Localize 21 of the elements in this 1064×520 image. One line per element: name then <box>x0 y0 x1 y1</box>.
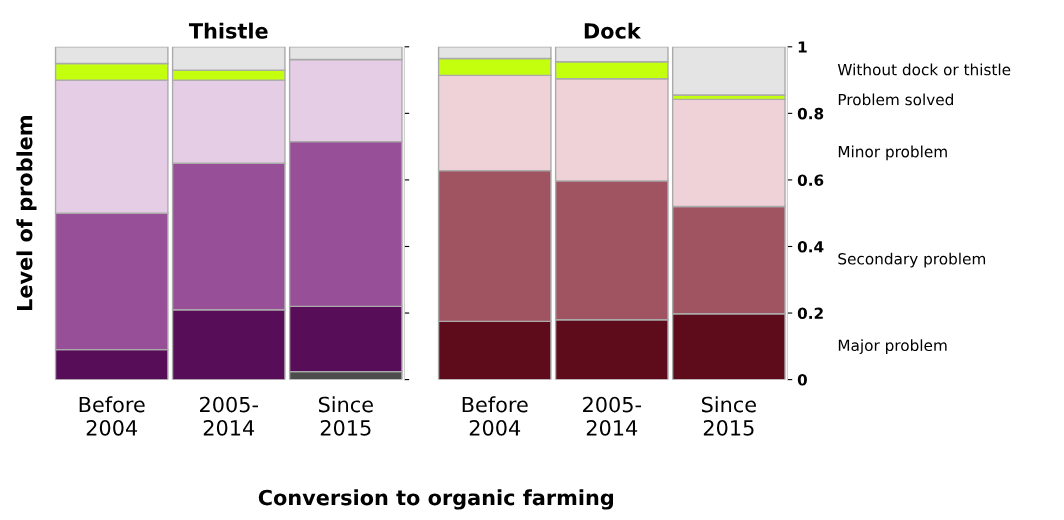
x-tick-label: Since 2015 <box>318 396 373 436</box>
y-tick-label: 1 <box>798 41 807 53</box>
y-tick-label: 0.8 <box>797 107 824 120</box>
y-tick-label: 0.4 <box>797 240 824 253</box>
text: Secondary problem <box>838 252 986 268</box>
text: Minor problem <box>838 145 947 161</box>
chart-title: Thistle <box>188 22 268 39</box>
chart-title: Dock <box>584 22 642 39</box>
text: Problem solved <box>838 93 953 106</box>
y-tick-label: 0.6 <box>797 174 824 186</box>
x-axis-title: Conversion to organic farming <box>258 489 613 510</box>
y-axis-title: Level of problem <box>16 116 37 311</box>
x-tick-label: Before 2004 <box>462 396 528 436</box>
y-tick-label: 0.2 <box>797 307 823 320</box>
text: Major problem <box>838 339 947 355</box>
x-tick-label: Before 2004 <box>79 396 145 436</box>
x-tick-label: 2005- 2014 <box>583 396 642 436</box>
x-tick-label: 2005- 2014 <box>200 396 259 436</box>
x-tick-label: Since 2015 <box>701 396 756 436</box>
text: Without dock or thistle <box>837 63 1011 76</box>
y-tick-label: 0 <box>797 374 807 386</box>
